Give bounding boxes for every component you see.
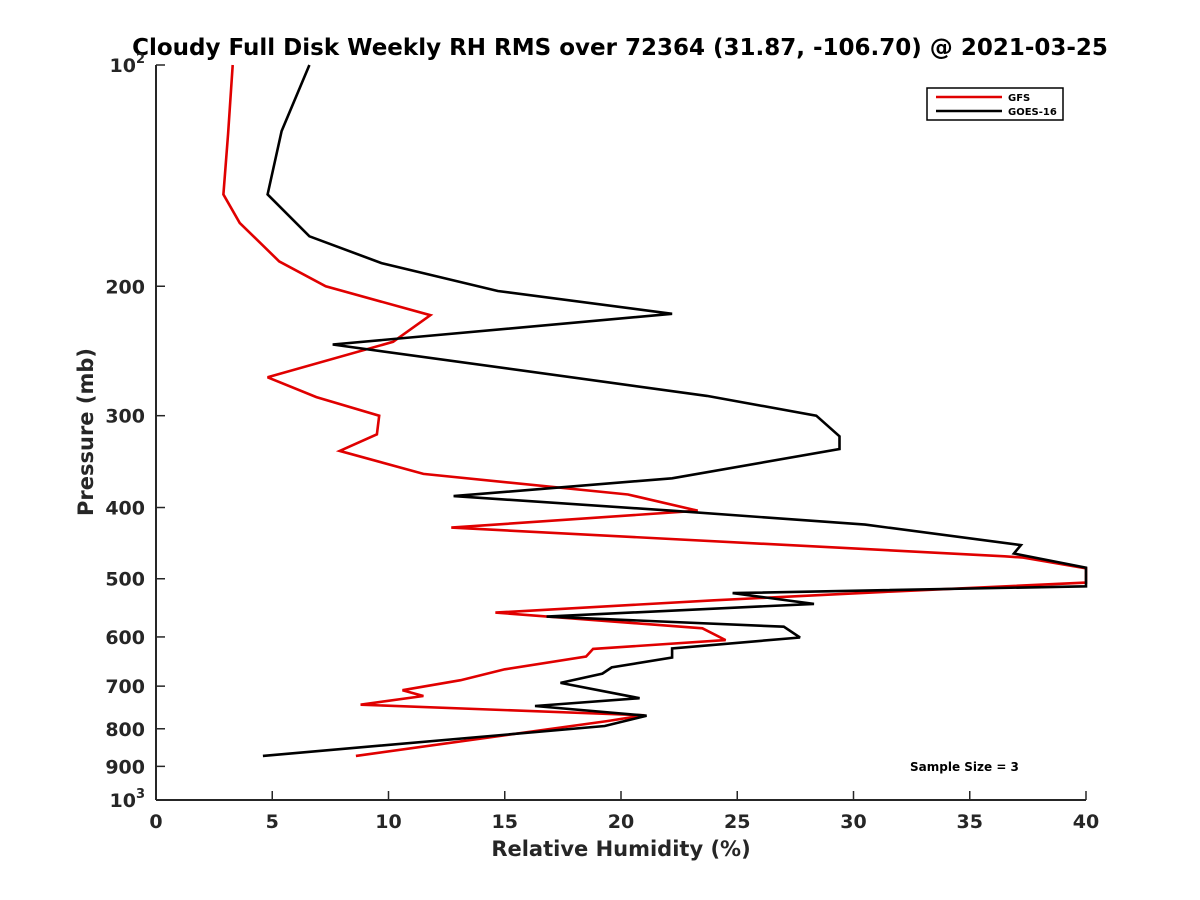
y-tick-label: 900 [105,756,145,778]
x-tick-label: 35 [957,811,983,833]
x-tick-label: 5 [266,811,279,833]
y-tick-label: 102 [110,52,146,77]
legend: GFS GOES-16 [926,87,1064,121]
y-tick-label: 300 [105,406,145,428]
y-tick-label-exponent: 3 [136,787,145,802]
y-tick-label: 500 [105,569,145,591]
x-tick-label: 25 [724,811,750,833]
x-tick-label: 10 [375,811,401,833]
x-tick-label: 30 [840,811,866,833]
series-layer [222,64,1088,758]
x-tick-label: 40 [1073,811,1099,833]
series-line-goes16 [262,64,1088,758]
legend-label-gfs: GFS [1008,93,1030,104]
chart-title: Cloudy Full Disk Weekly RH RMS over 7236… [132,35,1108,61]
y-tick-label: 103 [110,787,146,812]
y-tick-label: 800 [105,719,145,741]
y-tick-label: 400 [105,498,145,520]
legend-box [926,87,1064,121]
x-axis-title: Relative Humidity (%) [491,837,750,861]
y-tick-label-base: 10 [110,790,136,812]
x-ticks: 0 5 10 15 20 25 30 35 40 [149,791,1099,833]
legend-label-goes16: GOES-16 [1008,107,1057,118]
x-tick-label: 20 [608,811,634,833]
y-tick-label-exponent: 2 [136,52,145,67]
series-line-gfs [222,64,1088,758]
x-tick-label: 15 [492,811,518,833]
sample-size-annotation: Sample Size = 3 [910,760,1019,774]
y-tick-label: 700 [105,676,145,698]
x-tick-label: 0 [149,811,162,833]
y-tick-label: 600 [105,627,145,649]
y-axis-title: Pressure (mb) [74,348,98,516]
y-tick-label: 200 [105,276,145,298]
y-tick-label-base: 10 [110,55,136,77]
